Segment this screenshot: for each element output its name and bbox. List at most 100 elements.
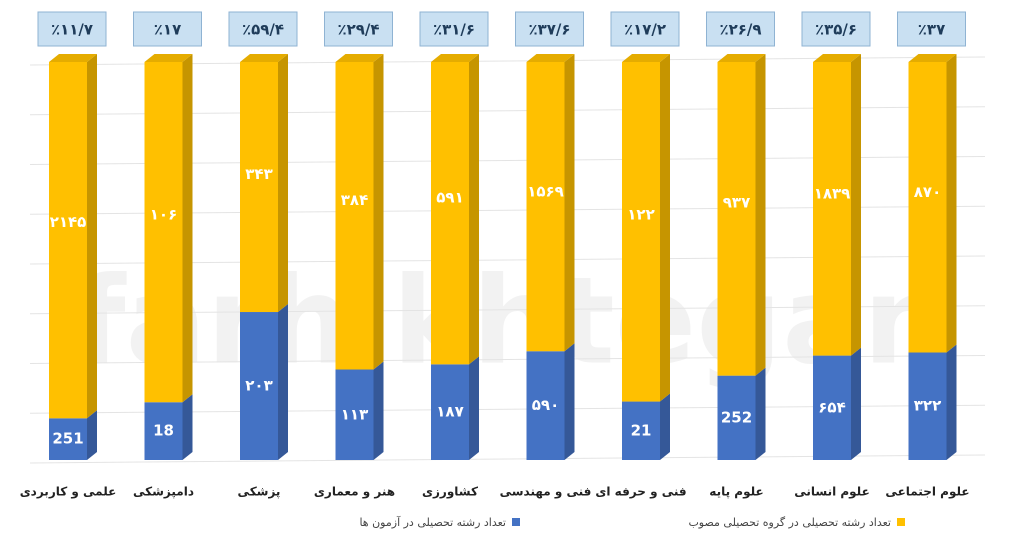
bar-segment (622, 401, 660, 460)
bar-segment (335, 62, 374, 370)
x-tick-label: پزشکی (238, 485, 281, 499)
ratio-label: ٪۳۷/۶ (528, 21, 570, 39)
bar-segment (717, 375, 756, 460)
legend-swatch (897, 518, 905, 526)
bar-segment (144, 402, 183, 460)
ratio-box (706, 11, 775, 47)
x-tick-label: علوم اجتماعی (885, 485, 969, 500)
bar-top (431, 54, 479, 62)
bar-side (755, 54, 766, 376)
ratio-box (897, 11, 966, 47)
bar-side (278, 304, 288, 460)
bar-top (908, 54, 957, 62)
bar-side (660, 393, 670, 460)
ratio-box (37, 11, 107, 47)
x-tick-label: کشاورزی (422, 485, 478, 500)
bar-segment (622, 62, 660, 402)
watermark: farhikhtegan (73, 253, 948, 392)
value-label: ۱۸۳۹ (814, 185, 851, 203)
value-label: ۵۹۰ (532, 396, 559, 414)
bar-side (87, 410, 97, 460)
ratio-box (133, 11, 202, 47)
bar-segment (908, 352, 947, 460)
value-label: ۳۸۴ (341, 191, 368, 209)
value-label: ۱۰۶ (150, 206, 177, 224)
x-tick-label: دامپزشکی (133, 485, 194, 499)
bar-segment (335, 369, 374, 460)
bar-segment (431, 364, 469, 460)
value-label: 251 (52, 430, 83, 448)
bar-segment (240, 62, 278, 313)
ratio-label: ٪۳۷ (918, 21, 945, 39)
bar-segment (908, 62, 947, 353)
bar-top (717, 54, 766, 62)
value-label: ۱۲۲ (627, 205, 654, 223)
legend-label: تعداد رشته تحصیلی در آزمون ها (359, 515, 506, 529)
value-label: ۹۳۷ (723, 194, 750, 212)
ratio-label: ٪۱۷ (154, 21, 181, 39)
bar-side (373, 54, 384, 370)
bar-side (469, 356, 479, 460)
bar-side (946, 54, 957, 353)
value-label: 18 (153, 422, 174, 440)
bar-side (182, 394, 193, 460)
bar-segment (240, 312, 278, 460)
ratio-label: ٪۲۶/۹ (719, 21, 761, 39)
ratio-box (324, 11, 393, 47)
ratio-label: ٪۳۱/۶ (433, 21, 475, 39)
ratio-box (228, 11, 298, 47)
ratio-label: ٪۱۱/۷ (51, 21, 93, 39)
ratio-box (801, 11, 871, 47)
bar-top (240, 54, 288, 62)
bar-top (526, 54, 575, 62)
value-label: ۲۰۳ (245, 377, 272, 395)
bar-side (278, 54, 288, 313)
bar-side (182, 54, 193, 403)
x-tick-label: هنر و معماری (314, 485, 395, 500)
bar-top (144, 54, 193, 62)
x-tick-label: علوم پایه (709, 485, 763, 500)
bar-segment (813, 355, 851, 460)
ratio-label: ٪۵۹/۴ (242, 21, 284, 39)
value-label: 21 (631, 421, 652, 439)
value-label: ۲۱۴۵ (50, 213, 87, 231)
ratio-label: ٪۱۷/۲ (624, 21, 666, 39)
bar-segment (49, 62, 87, 419)
value-label: ۸۷۰ (914, 183, 941, 201)
x-tick-label: علمی و کاربردی (20, 485, 117, 500)
bar-side (469, 54, 479, 365)
x-tick-label: فنی و حرفه ای (595, 485, 686, 500)
bar-side (851, 347, 861, 460)
legend-swatch (512, 518, 520, 526)
bar-segment (49, 418, 87, 460)
bar-side (564, 343, 575, 460)
bar-segment (526, 62, 565, 352)
x-tick-label: فنی و مهندسی (500, 485, 592, 500)
bar-side (87, 54, 97, 419)
bar-side (373, 361, 384, 460)
bar-side (946, 344, 957, 460)
value-label: ۱۱۳ (341, 405, 368, 423)
bar-side (851, 54, 861, 356)
ratio-box (610, 11, 680, 47)
bar-side (755, 367, 766, 460)
bar-segment (526, 351, 565, 460)
value-label: ۱۸۷ (436, 403, 463, 421)
bar-top (335, 54, 384, 62)
bar-top (49, 54, 97, 62)
value-label: ۱۵۶۹ (527, 183, 564, 201)
value-label: ۶۵۴ (818, 398, 845, 416)
bar-segment (431, 62, 469, 365)
x-tick-label: علوم انسانی (794, 485, 870, 500)
bar-side (660, 54, 670, 402)
ratio-box (419, 11, 489, 47)
ratio-label: ٪۳۵/۶ (815, 21, 857, 39)
value-label: 252 (721, 408, 752, 426)
bar-top (622, 54, 670, 62)
bar-segment (717, 62, 756, 376)
legend-label: تعداد رشته تحصیلی در گروه تحصیلی مصوب (688, 516, 891, 529)
bar-segment (144, 62, 183, 403)
bar-top (813, 54, 861, 62)
bar-side (564, 54, 575, 352)
